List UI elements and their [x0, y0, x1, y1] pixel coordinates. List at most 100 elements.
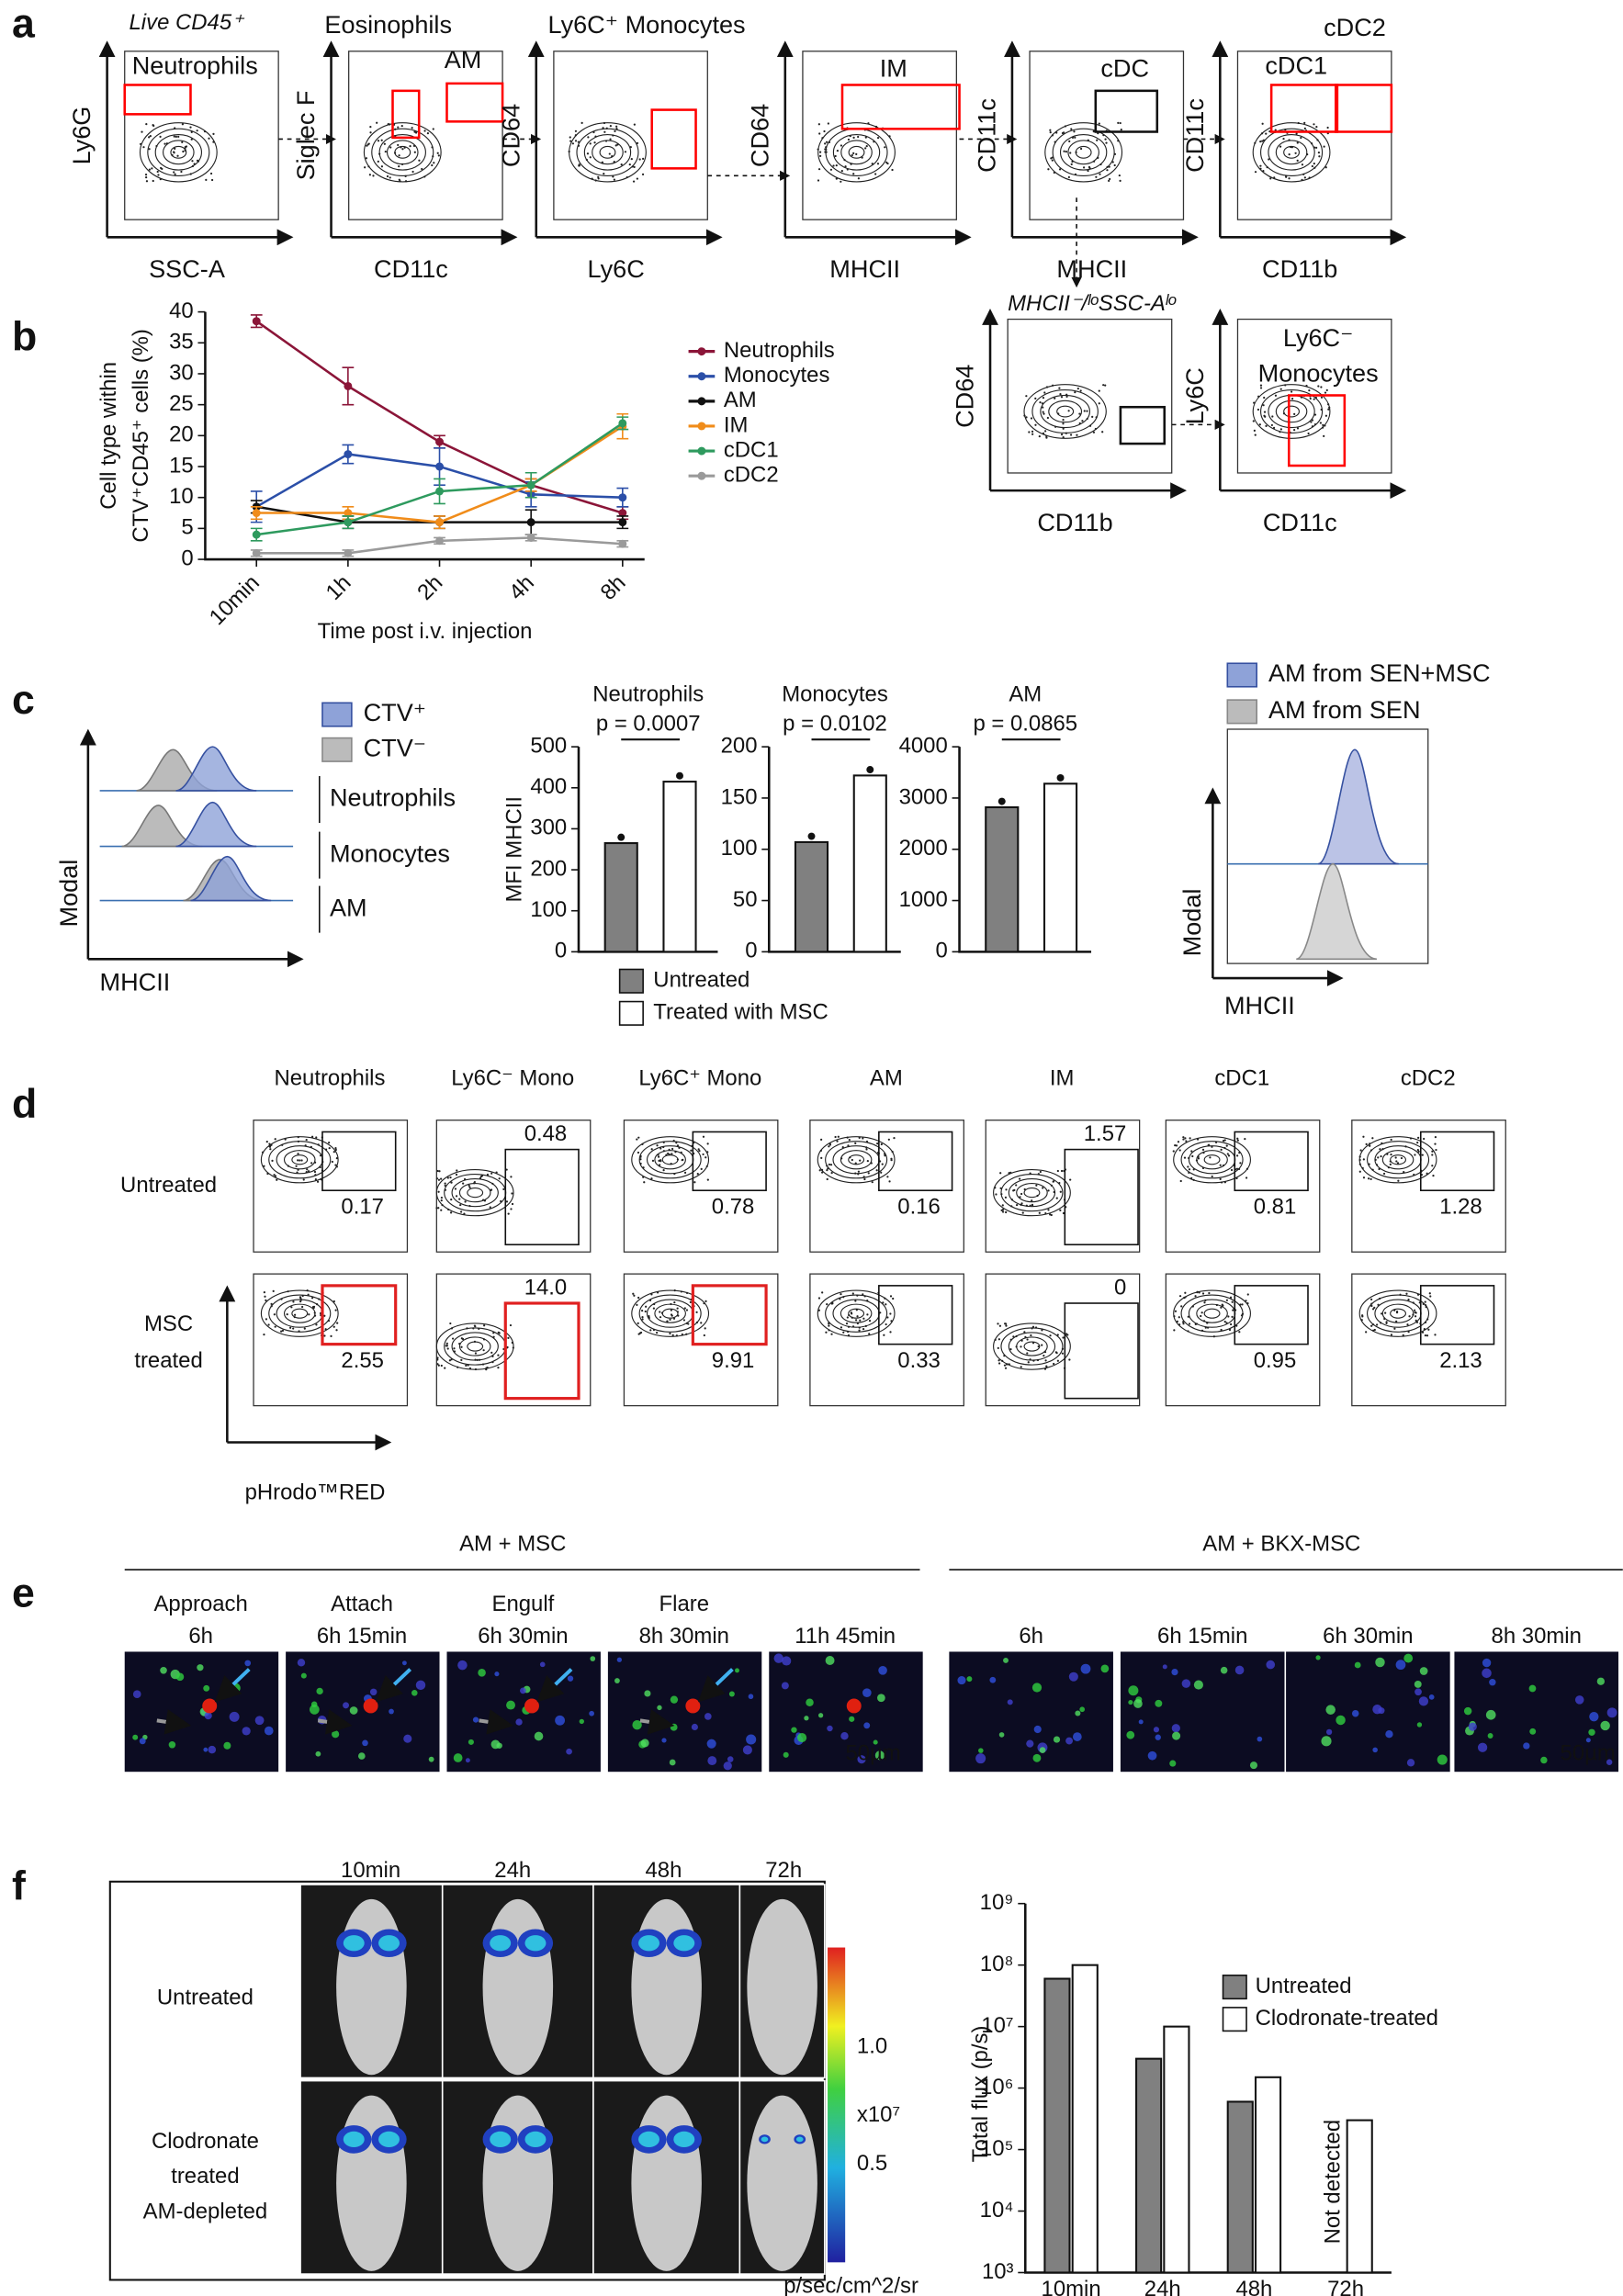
cell: [1220, 1666, 1228, 1674]
y-tick-label: 5: [181, 515, 193, 540]
cell: [1395, 1660, 1406, 1671]
event-dot: [609, 138, 612, 141]
event-dot: [507, 1212, 510, 1215]
event-dot: [889, 1312, 892, 1315]
event-dot: [702, 1135, 705, 1138]
y-tick-label: 35: [169, 330, 194, 355]
cell: [349, 1706, 358, 1715]
cell: [197, 1664, 204, 1671]
cell: [332, 1730, 340, 1739]
event-dot: [149, 134, 152, 138]
gate-label: AM: [445, 45, 482, 73]
event-dot: [649, 1329, 652, 1332]
event-dot: [840, 1292, 842, 1296]
event-dot: [1074, 390, 1076, 394]
gate: [878, 1131, 953, 1192]
event-dot: [620, 163, 623, 166]
contour: [139, 122, 218, 183]
cell: [1033, 1725, 1042, 1734]
event-dot: [273, 1313, 276, 1316]
event-dot: [1245, 1176, 1248, 1179]
event-dot: [851, 153, 853, 157]
histogram: [190, 855, 272, 902]
event-dot: [1308, 388, 1311, 392]
contour: [386, 140, 419, 165]
event-dot: [156, 170, 159, 174]
event-dot: [696, 1173, 699, 1176]
event-dot: [666, 1320, 669, 1322]
event-dot: [1426, 1334, 1429, 1337]
arrow: [639, 1709, 675, 1735]
event-dot: [1191, 1154, 1194, 1158]
mouse: [482, 1898, 554, 2076]
event-dot: [364, 166, 366, 169]
event-dot: [1043, 391, 1046, 394]
event-dot: [700, 1322, 703, 1324]
event-dot: [828, 1143, 832, 1146]
event-dot: [1180, 1305, 1183, 1308]
event-dot: [334, 1309, 337, 1311]
event-dot: [645, 1305, 648, 1308]
event-dot: [1067, 410, 1070, 412]
cell: [1080, 1663, 1091, 1674]
cell: [1385, 1730, 1393, 1739]
event-dot: [630, 158, 633, 161]
event-dot: [437, 1178, 441, 1181]
event-dot: [490, 1188, 493, 1191]
event-dot: [603, 130, 606, 133]
event-dot: [1263, 411, 1267, 413]
event-dot: [1416, 1142, 1419, 1144]
cell: [1133, 1699, 1143, 1708]
event-dot: [871, 1181, 873, 1184]
event-dot: [1013, 1188, 1016, 1192]
event-dot: [637, 1322, 639, 1324]
event-dot: [1424, 1334, 1427, 1337]
cell: [1596, 1677, 1605, 1685]
event-dot: [1235, 1154, 1239, 1157]
y-axis-label: MFI MHCII: [502, 796, 527, 903]
cell: [878, 1665, 887, 1675]
event-dot: [1184, 1291, 1187, 1294]
cell: [1032, 1753, 1042, 1762]
event-dot: [1220, 1328, 1223, 1332]
arrow: [214, 1668, 251, 1703]
y-tick-label: 30: [169, 360, 194, 385]
event-dot: [642, 157, 645, 160]
contour: [1067, 140, 1099, 165]
event-dot: [284, 1138, 287, 1141]
gate-value: 0: [1114, 1275, 1126, 1300]
signal: [343, 1935, 365, 1952]
y-tick-label: 1000: [899, 887, 948, 912]
event-dot: [1232, 1309, 1234, 1311]
x-tick-label: 2h: [412, 570, 447, 605]
event-dot: [159, 166, 163, 170]
event-dot: [995, 1193, 997, 1196]
cell: [1053, 1736, 1061, 1743]
event-dot: [1325, 388, 1328, 391]
event-dot: [847, 138, 851, 141]
event-dot: [335, 1157, 338, 1160]
event-dot: [1087, 169, 1089, 173]
y-tick-label: 300: [530, 816, 567, 840]
event-dot: [820, 1156, 823, 1159]
event-dot: [510, 1208, 513, 1210]
event-dot: [380, 165, 384, 168]
event-dot: [1019, 1177, 1021, 1180]
cell: [567, 1675, 574, 1682]
gate: [1419, 1131, 1495, 1192]
event-dot: [176, 154, 179, 157]
y-tick-label: 15: [169, 453, 194, 478]
event-dot: [1222, 1140, 1225, 1142]
p-value: p = 0.0007: [596, 712, 701, 737]
cell: [1528, 1684, 1537, 1693]
contour: [1008, 1178, 1056, 1208]
event-dot: [1200, 1311, 1203, 1314]
contour: [1252, 384, 1331, 439]
frame-label: 6h 30min: [478, 1624, 568, 1649]
event-dot: [316, 1180, 320, 1183]
event-dot: [1208, 1291, 1211, 1295]
point: [526, 518, 535, 527]
event-dot: [330, 1334, 332, 1338]
event-dot: [1231, 1300, 1234, 1303]
contour: [832, 134, 881, 171]
